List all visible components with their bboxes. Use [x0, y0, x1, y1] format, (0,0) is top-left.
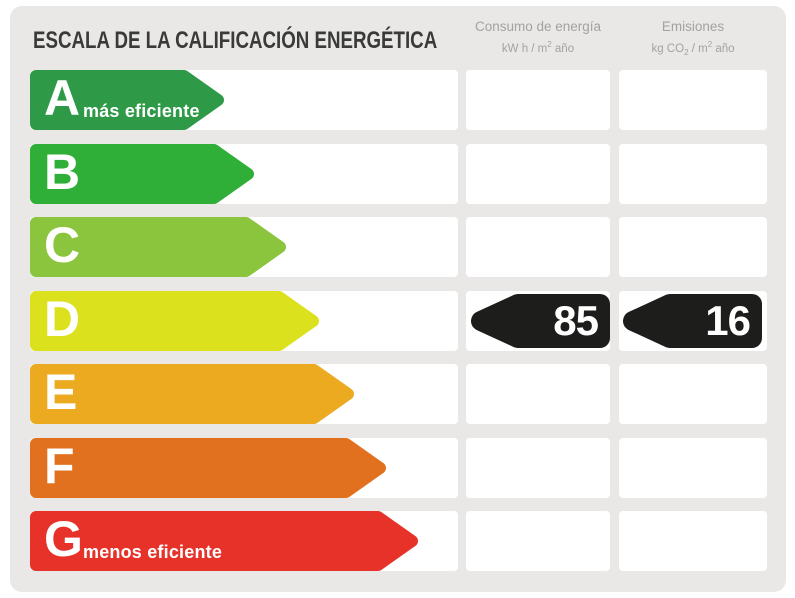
consumption-header-unit: kW h / m2 año: [466, 40, 610, 56]
grade-letter-b: B: [44, 143, 81, 200]
emissions-unit-post: año: [712, 42, 735, 55]
consumption-unit-pre: kW h / m: [501, 42, 548, 55]
grade-bar-e: [30, 364, 354, 424]
emissions-value: 16: [705, 296, 751, 344]
emissions-header-unit: kg CO2 / m2 año: [619, 40, 767, 57]
emissions-badge: 16: [623, 293, 763, 349]
grade-bar-a: [30, 70, 224, 130]
grade-bar-f: [30, 437, 386, 498]
emissions-column-header: Emisiones kg CO2 / m2 año: [619, 19, 767, 57]
emissions-unit-mid: / m: [688, 42, 708, 55]
emissions-cell-f: [619, 437, 767, 498]
energy-label-panel: ESCALA DE LA CALIFICACIÓN ENERGÉTICA Con…: [10, 6, 786, 592]
emissions-cell-a: [619, 70, 767, 130]
emissions-unit-pre: kg CO: [651, 42, 685, 55]
scale-row-e: E: [10, 364, 786, 424]
grade-letter-g: G: [44, 511, 83, 567]
consumption-column-header: Consumo de energía kW h / m2 año: [466, 19, 610, 56]
scale-row-d: 85 16 D: [10, 290, 786, 351]
grade-bar-b: [30, 143, 254, 204]
emissions-unit-sup: 2: [707, 39, 713, 49]
scale-row-c: C: [10, 217, 786, 277]
consumption-unit-post: año: [551, 42, 575, 55]
left-arrow-badge-shape: [623, 293, 762, 348]
grade-letter-a: A: [44, 70, 81, 126]
consumption-cell-e: [466, 364, 610, 424]
consumption-cell-a: [466, 70, 610, 130]
consumption-cell-d: 85: [466, 290, 611, 351]
grade-letter-f: F: [44, 437, 75, 494]
grade-letter-e: E: [44, 364, 78, 420]
emissions-cell-e: [619, 364, 767, 424]
grade-letter-d: D: [44, 290, 81, 347]
grade-bar-caption-g: menos eficiente: [83, 542, 223, 562]
consumption-cell-b: [466, 143, 610, 204]
grade-bar-d: [30, 290, 319, 351]
grade-bar-c: [30, 217, 286, 277]
scale-row-b: B: [10, 143, 786, 204]
consumption-unit-sup: 2: [547, 39, 552, 49]
consumption-header-title: Consumo de energía: [474, 19, 602, 34]
emissions-unit-sub: 2: [684, 47, 689, 57]
page-title: ESCALA DE LA CALIFICACIÓN ENERGÉTICA: [33, 27, 438, 54]
emissions-cell-b: [619, 143, 767, 204]
emissions-cell-c: [619, 217, 767, 277]
left-arrow-badge-shape: [471, 293, 610, 348]
grade-bar-g: [30, 511, 418, 571]
consumption-badge: 85: [471, 293, 611, 349]
consumption-cell-g: [466, 511, 610, 571]
grade-letter-c: C: [44, 217, 81, 273]
emissions-cell-g: [619, 511, 767, 571]
scale-row-f: F: [10, 437, 786, 498]
consumption-value: 85: [553, 296, 599, 344]
consumption-cell-f: [466, 437, 610, 498]
grade-bar-caption-a: más eficiente: [83, 101, 200, 121]
emissions-header-title: Emisiones: [661, 19, 725, 34]
emissions-cell-d: 16: [619, 290, 767, 351]
consumption-cell-c: [466, 217, 610, 277]
